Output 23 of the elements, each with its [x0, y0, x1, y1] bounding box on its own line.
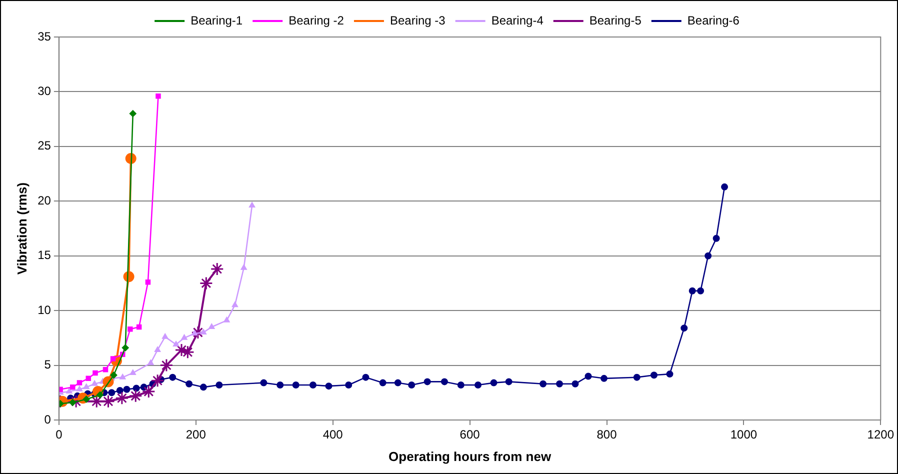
x-tick-label: 1000 [730, 428, 758, 442]
y-tick-label: 25 [38, 138, 52, 153]
legend-label: Bearing -3 [390, 13, 446, 28]
legend-label: Bearing-6 [687, 13, 740, 28]
legend-label: Bearing-1 [190, 13, 243, 28]
legend-label: Bearing-4 [491, 13, 544, 28]
x-tick-label: 800 [596, 428, 618, 442]
x-tick-label: 200 [186, 428, 206, 442]
y-tick-label: 30 [38, 84, 52, 98]
x-tick-label: 600 [460, 428, 480, 442]
legend-label: Bearing-5 [589, 13, 642, 28]
y-tick-label: 5 [44, 358, 52, 372]
y-tick-label: 10 [38, 302, 52, 317]
x-tick-label: 0 [56, 428, 63, 442]
y-tick-label: 20 [38, 193, 52, 208]
y-tick-label: 15 [38, 248, 52, 262]
x-tick-label: 1200 [867, 428, 894, 442]
x-axis-title: Operating hours from new [388, 448, 552, 464]
y-axis-title: Vibration (rms) [14, 182, 30, 275]
y-tick-label: 0 [44, 412, 52, 426]
x-tick-label: 400 [322, 428, 344, 442]
y-tick-label: 35 [38, 29, 52, 44]
legend-label: Bearing -2 [288, 13, 344, 28]
